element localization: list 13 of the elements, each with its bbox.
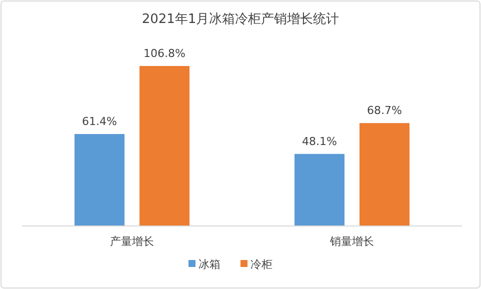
legend-label: 冰箱 bbox=[198, 258, 220, 271]
bar bbox=[74, 134, 124, 226]
bar bbox=[360, 123, 410, 226]
data-label: 48.1% bbox=[302, 134, 337, 148]
legend-label: 冷柜 bbox=[250, 258, 272, 271]
data-label: 61.4% bbox=[82, 115, 117, 128]
bar bbox=[140, 66, 190, 226]
bar bbox=[294, 154, 344, 226]
data-label: 68.7% bbox=[367, 104, 402, 118]
data-label: 106.8% bbox=[144, 47, 186, 60]
x-tick-label: 销量增长 bbox=[329, 235, 374, 248]
chart-title: 2021年1月冰箱冷柜产销增长统计 bbox=[142, 12, 340, 27]
x-tick-label: 产量增长 bbox=[110, 235, 154, 248]
